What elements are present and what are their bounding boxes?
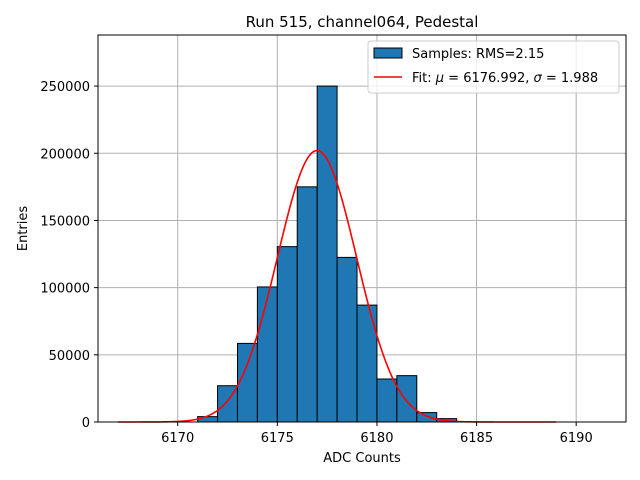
- x-tick-label: 6170: [161, 431, 194, 446]
- legend-label-fit: Fit: μ = 6176.992, σ = 1.988: [412, 71, 598, 86]
- y-tick-label: 250000: [40, 80, 90, 95]
- y-axis-label: Entries: [16, 206, 31, 252]
- x-axis-ticks: 6170 6175 6180 6185 6190: [161, 422, 593, 446]
- x-tick-label: 6190: [560, 431, 593, 446]
- histogram-bar: [376, 378, 398, 423]
- legend-label-fit-part: = 6176.992,: [444, 71, 533, 86]
- histogram-bar: [236, 342, 258, 423]
- legend-label-fit-part: σ: [534, 71, 543, 86]
- histogram-bar: [276, 246, 298, 423]
- histogram-bar: [316, 85, 338, 423]
- legend: Samples: RMS=2.15 Fit: μ = 6176.992, σ =…: [367, 40, 620, 94]
- y-tick-label: 150000: [40, 214, 90, 229]
- x-tick-label: 6175: [261, 431, 294, 446]
- x-tick-label: 6180: [360, 431, 393, 446]
- legend-box: [367, 40, 620, 94]
- y-axis-ticks: 0 50000 100000 150000 200000 250000: [40, 80, 98, 431]
- histogram-bar: [256, 286, 278, 423]
- legend-label-samples: Samples: RMS=2.15: [412, 47, 544, 62]
- legend-label-fit-part: Fit:: [412, 71, 436, 86]
- y-tick-label: 0: [82, 416, 90, 431]
- histogram-bar: [197, 416, 219, 423]
- histogram-bar: [396, 375, 418, 423]
- histogram-bar: [336, 256, 358, 423]
- x-axis-label: ADC Counts: [323, 451, 401, 466]
- x-tick-label: 6185: [460, 431, 493, 446]
- histogram-bar: [296, 186, 318, 423]
- histogram-bar: [416, 412, 438, 423]
- legend-label-fit-part: μ: [435, 71, 444, 86]
- plot-frame: [97, 34, 627, 423]
- histogram-bars: [197, 85, 458, 423]
- chart-title: Run 515, channel064, Pedestal: [246, 13, 479, 31]
- legend-swatch-samples: [373, 47, 403, 59]
- y-tick-label: 100000: [40, 282, 90, 297]
- y-tick-label: 50000: [49, 349, 90, 364]
- legend-label-fit-part: = 1.988: [542, 71, 598, 86]
- y-tick-label: 200000: [40, 147, 90, 162]
